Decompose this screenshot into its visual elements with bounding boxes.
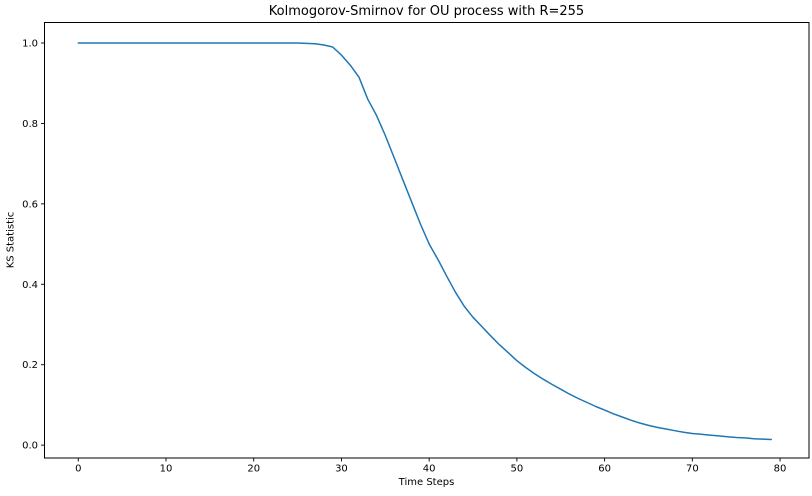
y-tick-label: 0.2 [22,360,38,371]
x-tick-label: 30 [335,464,348,475]
x-tick-label: 20 [247,464,260,475]
x-tick-label: 80 [774,464,787,475]
y-tick-label: 1.0 [22,39,38,50]
y-tick-label: 0.6 [22,199,38,210]
x-tick-label: 0 [75,464,81,475]
y-axis-label: KS Statistic [5,211,17,269]
chart-title: Kolmogorov-Smirnov for OU process with R… [268,4,585,19]
y-tick-label: 0.4 [22,280,38,291]
x-tick-label: 10 [160,464,173,475]
y-tick-label: 0.8 [22,119,38,130]
x-axis-label: Time Steps [398,477,455,488]
x-tick-label: 70 [686,464,699,475]
ks-statistic-curve [77,42,773,441]
x-tick-label: 60 [598,464,611,475]
x-tick-label: 40 [423,464,436,475]
y-tick-label: 0.0 [22,441,38,452]
x-tick-label: 50 [511,464,524,475]
axes-spines [44,22,810,459]
